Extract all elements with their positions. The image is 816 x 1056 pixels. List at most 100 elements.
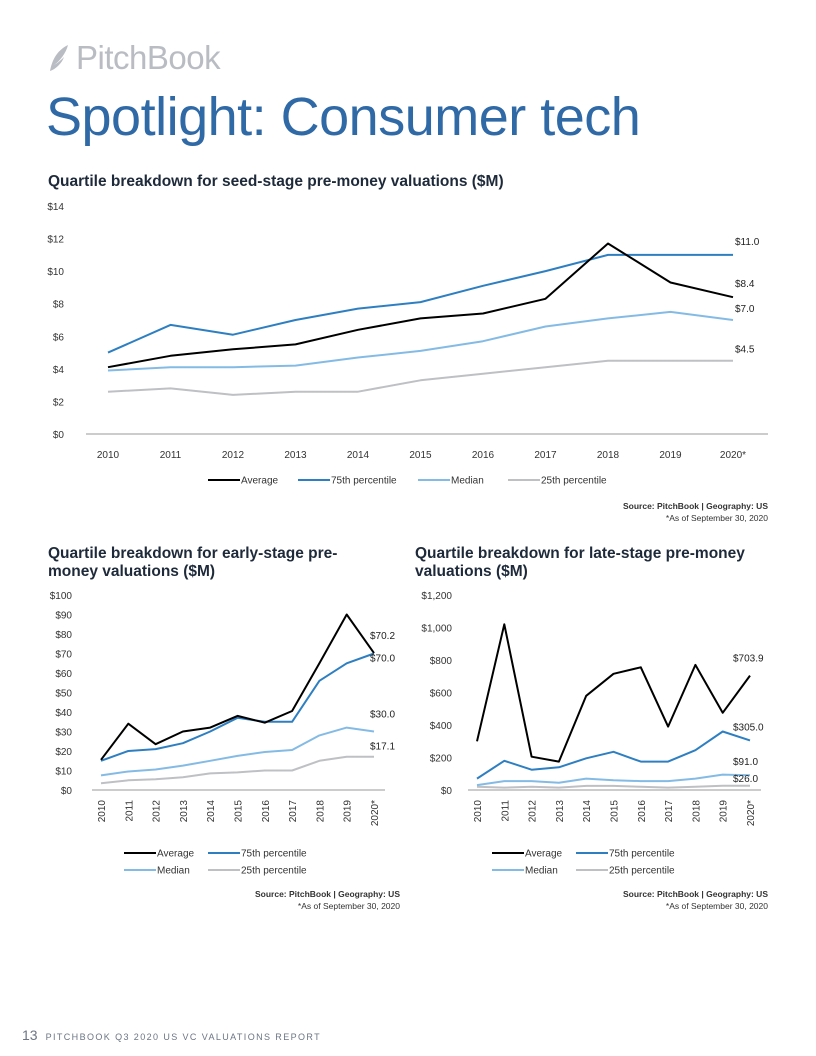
y-tick-label: $100 <box>50 591 73 602</box>
y-tick-label: $4 <box>53 365 65 376</box>
y-tick-label: $200 <box>430 754 453 765</box>
y-tick-label: $50 <box>55 689 72 700</box>
x-tick-label: 2016 <box>637 800 648 823</box>
series-line-average <box>476 623 751 763</box>
x-tick-label: 2011 <box>160 450 182 461</box>
x-tick-label: 2015 <box>409 450 432 461</box>
x-tick-label: 2018 <box>691 800 702 823</box>
x-tick-label: 2018 <box>597 450 620 461</box>
legend-label-average: Average <box>157 849 195 860</box>
y-tick-label: $80 <box>55 630 72 641</box>
x-tick-label: 2017 <box>534 450 557 461</box>
series-line-average <box>107 242 734 369</box>
x-tick-label: 2017 <box>664 800 675 823</box>
x-tick-label: 2011 <box>124 800 135 822</box>
x-tick-label: 2019 <box>659 450 682 461</box>
y-tick-label: $90 <box>55 611 72 622</box>
legend-label-average: Average <box>525 849 563 860</box>
seed-chart-title: Quartile breakdown for seed-stage pre-mo… <box>48 173 504 190</box>
x-tick-label: 2019 <box>719 800 730 823</box>
x-tick-label: 2014 <box>347 450 370 461</box>
series-line-25th-percentile <box>476 784 750 789</box>
end-value-label-median: $7.0 <box>735 304 755 315</box>
late-chart-title: Quartile breakdown for late-stage pre-mo… <box>415 545 745 580</box>
end-value-label-25th-percentile: $17.1 <box>370 742 395 753</box>
y-tick-label: $14 <box>47 202 64 213</box>
y-tick-label: $800 <box>430 656 453 667</box>
x-tick-label: 2020* <box>720 450 746 461</box>
legend-label-average: Average <box>241 476 279 487</box>
x-tick-label: 2014 <box>582 800 593 823</box>
x-tick-label: 2011 <box>500 800 511 822</box>
x-tick-label: 2016 <box>472 450 495 461</box>
source-text: Source: PitchBook | Geography: US <box>622 889 768 899</box>
asof-text: *As of September 30, 2020 <box>297 901 400 911</box>
x-tick-label: 2017 <box>288 800 299 823</box>
late-chart-source: Source: PitchBook | Geography: US *As of… <box>468 888 768 912</box>
seed-stage-chart: $0 $2 $4 $6 $8 $10 $12 $14 2010 2011 2012 2013 2014 2… <box>47 202 768 487</box>
y-tick-label: $6 <box>53 332 65 343</box>
end-value-label-75th-percentile: $70.0 <box>370 654 395 665</box>
early-chart-title: Quartile breakdown for early-stage pre-m… <box>48 545 338 580</box>
pitchbook-leaf-icon <box>50 45 68 71</box>
y-tick-label: $40 <box>55 708 72 719</box>
x-tick-label: 2013 <box>179 800 190 823</box>
legend-label-median: Median <box>451 476 484 487</box>
y-tick-label: $8 <box>53 300 65 311</box>
report-name: PITCHBOOK Q3 2020 US VC VALUATIONS REPOR… <box>45 1032 322 1042</box>
x-tick-label: 2012 <box>222 450 245 461</box>
x-tick-label: 2012 <box>152 800 163 823</box>
end-value-label-25th-percentile: $26.0 <box>733 774 758 785</box>
x-tick-label: 2020* <box>370 800 381 826</box>
y-tick-label: $70 <box>55 650 72 661</box>
y-tick-label: $1,000 <box>421 624 452 635</box>
x-tick-label: 2013 <box>555 800 566 823</box>
series-line-average <box>100 613 375 761</box>
x-tick-label: 2010 <box>473 800 484 823</box>
series-line-75th-percentile <box>100 652 375 762</box>
legend-label-75th-percentile: 75th percentile <box>331 476 397 487</box>
end-value-label-75th-percentile: $11.0 <box>735 237 760 248</box>
pitchbook-logo: PitchBook <box>46 39 221 76</box>
y-tick-label: $12 <box>47 235 64 246</box>
y-tick-label: $60 <box>55 669 72 680</box>
asof-text: *As of September 30, 2020 <box>665 901 768 911</box>
legend-label-25th-percentile: 25th percentile <box>241 866 307 877</box>
y-tick-label: $1,200 <box>421 591 452 602</box>
legend-label-median: Median <box>525 866 558 877</box>
x-tick-label: 2014 <box>206 800 217 823</box>
page-number: 13 <box>22 1027 38 1043</box>
end-value-label-average: $70.2 <box>370 631 395 642</box>
source-text: Source: PitchBook | Geography: US <box>254 889 400 899</box>
late-stage-chart: $0 $200 $400 $600 $800 $1,000 $1,200 2010 2011 20… <box>421 591 764 877</box>
y-tick-label: $20 <box>55 747 72 758</box>
end-value-label-25th-percentile: $4.5 <box>735 345 755 356</box>
x-tick-label: 2010 <box>97 450 120 461</box>
y-tick-label: $10 <box>55 767 72 778</box>
legend-label-75th-percentile: 75th percentile <box>241 849 307 860</box>
asof-text: *As of September 30, 2020 <box>665 513 768 523</box>
series-line-median <box>100 726 375 777</box>
x-tick-label: 2016 <box>261 800 272 823</box>
series-line-25th-percentile <box>100 755 374 785</box>
early-stage-chart: $0 $10 $20 $30 $40 $50 $60 $70 $80 $90 $100 2010 201… <box>50 591 396 877</box>
x-tick-label: 2020* <box>746 800 757 826</box>
early-chart-source: Source: PitchBook | Geography: US *As of… <box>100 888 400 912</box>
y-tick-label: $2 <box>53 397 65 408</box>
end-value-label-average: $703.9 <box>733 654 764 665</box>
series-line-median <box>107 310 734 372</box>
source-text: Source: PitchBook | Geography: US <box>622 501 768 511</box>
y-tick-label: $10 <box>47 267 64 278</box>
legend-label-25th-percentile: 25th percentile <box>609 866 675 877</box>
y-tick-label: $0 <box>53 430 65 441</box>
y-tick-label: $600 <box>430 689 453 700</box>
x-tick-label: 2018 <box>315 800 326 823</box>
series-line-median <box>476 773 751 787</box>
end-value-label-average: $8.4 <box>735 279 755 290</box>
legend-label-25th-percentile: 25th percentile <box>541 476 607 487</box>
x-tick-label: 2012 <box>528 800 539 823</box>
y-tick-label: $30 <box>55 728 72 739</box>
legend-label-median: Median <box>157 866 190 877</box>
x-tick-label: 2010 <box>97 800 108 823</box>
x-tick-label: 2015 <box>610 800 621 823</box>
